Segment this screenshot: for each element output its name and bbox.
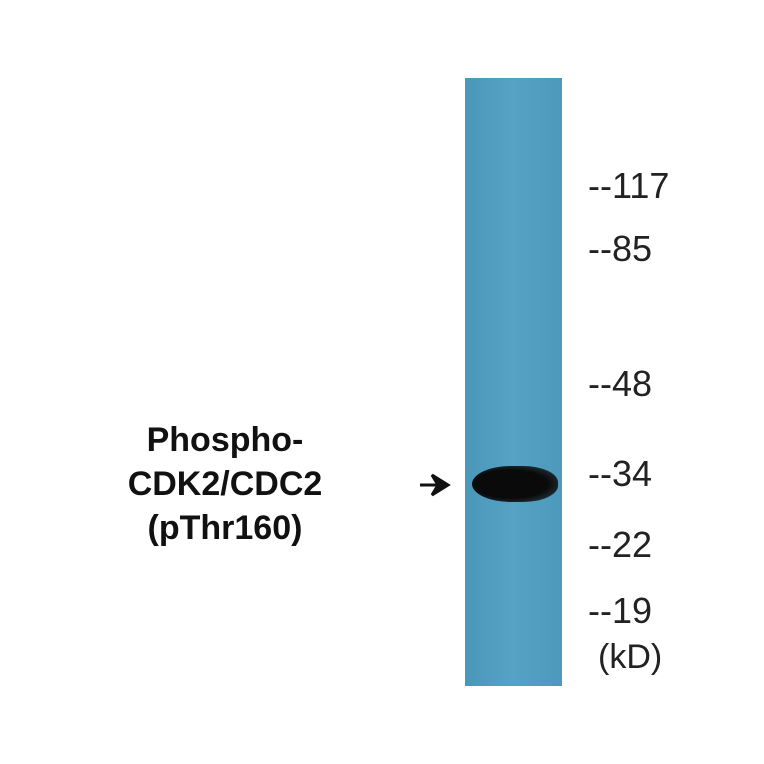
marker-117: --117: [588, 165, 670, 206]
unit-label: (kD): [598, 638, 663, 676]
marker-19: --19: [588, 590, 653, 631]
blot-lane: [465, 78, 562, 686]
label-line: CDK2/CDC2: [127, 465, 323, 503]
marker-22: --22: [588, 524, 653, 565]
marker-48: --48: [588, 363, 653, 404]
marker-85: --85: [588, 228, 653, 269]
arrow-icon: [420, 473, 451, 497]
protein-label: Phospho- CDK2/CDC2 (pThr160): [100, 418, 350, 550]
protein-band: [472, 466, 558, 502]
marker-34: --34: [588, 453, 653, 494]
label-line: Phospho-: [146, 421, 304, 459]
label-line: (pThr160): [147, 509, 303, 547]
